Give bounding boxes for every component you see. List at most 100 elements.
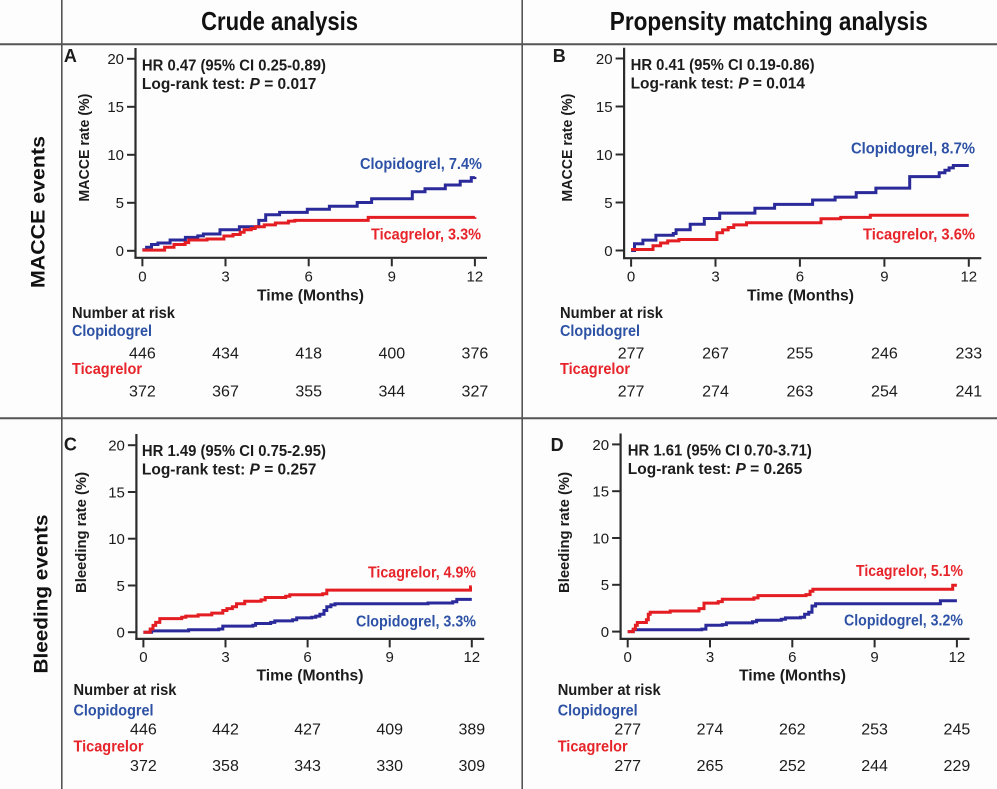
svg-text:241: 241 [955,384,982,401]
svg-text:389: 389 [458,722,485,739]
svg-text:330: 330 [376,758,403,775]
svg-text:HR 1.61 (95% CI 0.70-3.71): HR 1.61 (95% CI 0.70-3.71) [628,443,812,460]
svg-text:255: 255 [787,346,814,363]
svg-text:Clopidogrel: Clopidogrel [74,703,154,720]
svg-text:12: 12 [467,269,484,286]
svg-text:Number at risk: Number at risk [72,305,175,322]
svg-text:Ticagrelor, 5.1%: Ticagrelor, 5.1% [856,563,963,580]
svg-text:434: 434 [212,346,239,363]
svg-text:12: 12 [463,649,480,666]
svg-text:277: 277 [614,722,641,739]
svg-text:Ticagrelor: Ticagrelor [560,361,630,378]
svg-text:15: 15 [596,99,613,116]
svg-text:Clopidogrel: Clopidogrel [558,703,638,720]
svg-text:Ticagrelor, 3.3%: Ticagrelor, 3.3% [371,227,481,244]
svg-text:327: 327 [462,384,489,401]
svg-text:9: 9 [386,649,394,666]
svg-text:Time (Months): Time (Months) [747,288,854,305]
svg-text:358: 358 [212,758,239,775]
svg-text:MACCE rate (%): MACCE rate (%) [560,93,576,201]
svg-text:5: 5 [117,578,125,595]
svg-text:254: 254 [871,384,898,401]
svg-text:246: 246 [871,346,898,363]
svg-text:Ticagrelor, 3.6%: Ticagrelor, 3.6% [863,226,975,243]
svg-text:9: 9 [880,269,888,286]
svg-text:20: 20 [596,51,613,68]
svg-text:5: 5 [601,577,609,594]
svg-text:D: D [551,435,564,455]
svg-text:367: 367 [212,384,239,401]
svg-text:0: 0 [139,649,147,666]
svg-text:HR 1.49 (95% CI 0.75-2.95): HR 1.49 (95% CI 0.75-2.95) [142,443,326,460]
svg-text:274: 274 [697,722,724,739]
svg-text:263: 263 [787,384,814,401]
svg-text:Log-rank test: P = 0.014: Log-rank test: P = 0.014 [631,76,806,93]
svg-text:245: 245 [944,722,971,739]
svg-text:0: 0 [627,269,635,286]
svg-text:Crude analysis: Crude analysis [201,6,358,36]
svg-text:9: 9 [388,269,396,286]
svg-text:244: 244 [861,758,888,775]
svg-text:442: 442 [212,722,239,739]
svg-text:3: 3 [706,649,714,666]
svg-text:12: 12 [960,269,977,286]
svg-text:Ticagrelor: Ticagrelor [72,361,142,378]
svg-text:3: 3 [221,269,229,286]
svg-text:274: 274 [702,384,729,401]
svg-text:15: 15 [108,484,125,501]
svg-text:372: 372 [129,384,156,401]
svg-text:6: 6 [788,649,796,666]
svg-text:20: 20 [108,438,125,455]
svg-text:265: 265 [697,758,724,775]
svg-text:Bleeding rate (%): Bleeding rate (%) [74,472,90,593]
svg-text:277: 277 [614,758,641,775]
svg-text:262: 262 [779,722,806,739]
svg-text:343: 343 [294,758,321,775]
svg-text:Bleeding rate (%): Bleeding rate (%) [557,472,573,593]
svg-text:376: 376 [462,346,489,363]
svg-text:10: 10 [596,147,613,164]
svg-text:Clopidogrel, 3.3%: Clopidogrel, 3.3% [356,614,476,631]
svg-text:MACCE events: MACCE events [29,136,50,288]
svg-text:HR 0.41 (95% CI 0.19-0.86): HR 0.41 (95% CI 0.19-0.86) [631,57,815,74]
svg-text:10: 10 [107,147,124,164]
svg-text:Log-rank test: P = 0.265: Log-rank test: P = 0.265 [628,461,803,478]
svg-text:Clopidogrel: Clopidogrel [72,323,152,340]
svg-text:Number at risk: Number at risk [74,682,177,699]
svg-text:0: 0 [138,269,146,286]
svg-text:418: 418 [295,346,322,363]
svg-text:Time (Months): Time (Months) [739,668,846,685]
svg-text:427: 427 [294,722,321,739]
svg-text:Ticagrelor: Ticagrelor [74,739,144,756]
svg-text:Log-rank test: P = 0.017: Log-rank test: P = 0.017 [142,76,316,93]
svg-text:372: 372 [130,758,157,775]
svg-text:252: 252 [779,758,806,775]
svg-text:253: 253 [861,722,888,739]
svg-text:10: 10 [108,531,125,548]
svg-text:6: 6 [305,269,313,286]
svg-text:6: 6 [796,269,804,286]
svg-text:9: 9 [870,649,878,666]
svg-text:Clopidogrel, 7.4%: Clopidogrel, 7.4% [360,156,482,173]
svg-text:344: 344 [378,384,405,401]
svg-text:HR 0.47 (95% CI 0.25-0.89): HR 0.47 (95% CI 0.25-0.89) [142,57,326,74]
svg-text:0: 0 [624,649,632,666]
svg-text:5: 5 [604,195,612,212]
svg-text:5: 5 [116,195,124,212]
svg-text:267: 267 [702,346,729,363]
svg-text:0: 0 [601,624,609,641]
svg-text:20: 20 [107,51,124,68]
svg-text:3: 3 [221,649,229,666]
svg-text:MACCE rate (%): MACCE rate (%) [77,93,93,201]
svg-text:0: 0 [117,625,125,642]
svg-text:309: 309 [458,758,485,775]
svg-text:Time (Months): Time (Months) [257,668,364,685]
svg-text:Clopidogrel, 8.7%: Clopidogrel, 8.7% [851,141,975,158]
svg-text:3: 3 [711,269,719,286]
svg-text:Log-rank test: P = 0.257: Log-rank test: P = 0.257 [142,461,316,478]
svg-text:400: 400 [378,346,405,363]
svg-text:A: A [64,46,77,66]
svg-text:0: 0 [604,243,612,260]
svg-text:B: B [553,46,566,66]
svg-text:10: 10 [592,530,609,547]
